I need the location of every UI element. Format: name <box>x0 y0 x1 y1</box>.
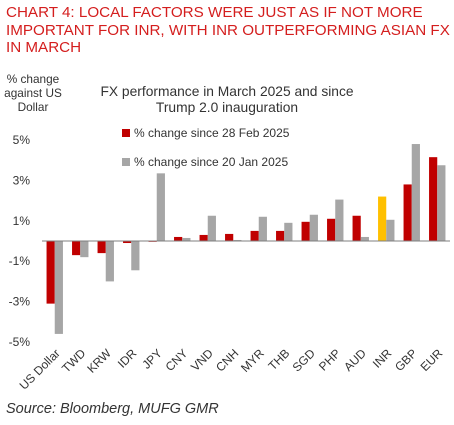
y-tick-label: 3% <box>13 173 31 187</box>
x-tick-label: GBP <box>392 346 420 374</box>
bar-jan20 <box>258 216 267 241</box>
y-axis-label: % change against US Dollar <box>4 72 62 114</box>
bar-jan20 <box>156 173 165 241</box>
bar-jan20 <box>105 241 114 282</box>
x-tick-label: MYR <box>238 346 267 375</box>
x-tick-label: JPY <box>139 346 164 371</box>
legend-swatch <box>122 129 130 137</box>
bar-feb28 <box>378 196 387 241</box>
x-tick-label: VND <box>188 346 216 374</box>
chart-heading: CHART 4: LOCAL FACTORS WERE JUST AS IF N… <box>6 4 450 56</box>
x-tick-label: THB <box>266 346 293 373</box>
x-tick-label: SGD <box>290 346 319 375</box>
bar-feb28 <box>403 184 412 241</box>
bar-feb28 <box>301 221 310 241</box>
y-tick-label: -3% <box>9 295 31 309</box>
x-tick-label: IDR <box>115 346 140 371</box>
x-tick-label: AUD <box>341 346 369 374</box>
bar-feb28 <box>250 230 259 241</box>
bar-feb28 <box>46 241 55 304</box>
bar-jan20 <box>182 237 191 241</box>
x-tick-label: EUR <box>418 346 446 374</box>
bar-feb28 <box>327 218 336 241</box>
y-tick-label: 5% <box>13 133 31 147</box>
bar-jan20 <box>233 239 242 241</box>
y-tick-label: -5% <box>9 335 31 349</box>
bar-feb28 <box>97 241 106 254</box>
bar-jan20 <box>131 241 140 271</box>
bar-feb28 <box>429 157 438 241</box>
legend-label: % change since 28 Feb 2025 <box>134 126 290 140</box>
x-tick-label: INR <box>370 346 395 371</box>
bar-feb28 <box>352 215 361 241</box>
bar-feb28 <box>225 233 234 241</box>
bar-jan20 <box>335 199 344 241</box>
source-note: Source: Bloomberg, MUFG GMR <box>6 401 219 417</box>
legend-swatch <box>122 158 130 166</box>
x-tick-label: PHP <box>316 346 343 373</box>
bar-feb28 <box>72 241 81 256</box>
bar-jan20 <box>284 222 293 241</box>
bar-jan20 <box>80 241 89 258</box>
bar-feb28 <box>276 230 285 241</box>
bar-jan20 <box>437 165 446 241</box>
x-tick-label: US Dollar <box>17 346 63 392</box>
bar-jan20 <box>360 236 369 241</box>
x-tick-label: TWD <box>59 346 88 375</box>
bar-jan20 <box>411 144 420 241</box>
chart-title: FX performance in March 2025 and since T… <box>100 84 354 115</box>
legend-label: % change since 20 Jan 2025 <box>134 155 288 169</box>
bar-feb28 <box>199 234 208 241</box>
x-tick-label: CNH <box>213 346 241 374</box>
x-tick-label: CNY <box>163 346 191 374</box>
x-tick-label: KRW <box>84 346 114 376</box>
bar-jan20 <box>54 241 63 334</box>
bar-jan20 <box>207 215 216 241</box>
bar-jan20 <box>386 219 395 241</box>
y-tick-label: -1% <box>9 254 31 268</box>
bar-feb28 <box>123 241 132 244</box>
y-tick-label: 1% <box>13 214 31 228</box>
bar-feb28 <box>174 236 183 241</box>
bar-jan20 <box>309 214 318 241</box>
